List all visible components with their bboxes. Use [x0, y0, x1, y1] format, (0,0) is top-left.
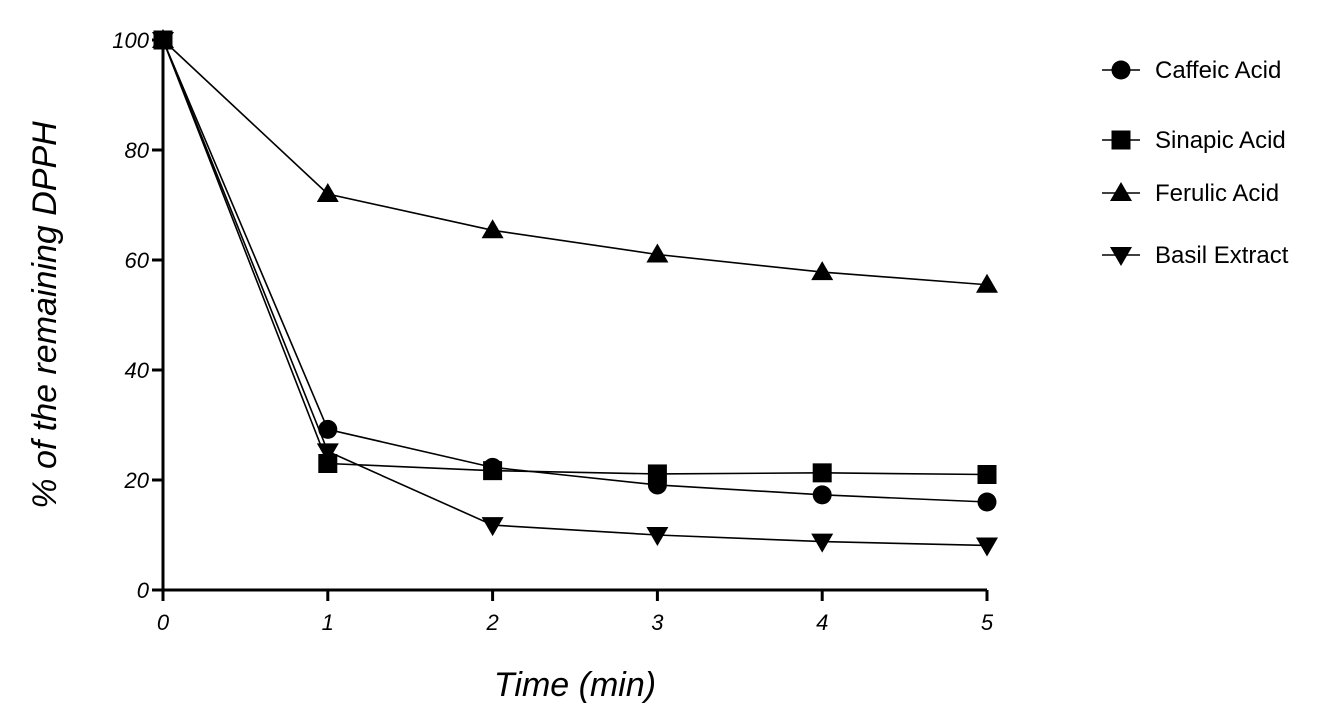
x-tick-label: 4: [816, 610, 828, 635]
legend-item-ferulic-acid: Ferulic Acid: [1102, 180, 1279, 207]
y-axis-label: % of the remaining DPPH: [26, 121, 64, 509]
data-point-ferulic-acid: [811, 261, 834, 281]
y-tick-label: 40: [125, 358, 150, 383]
data-point-basil-extract: [481, 517, 504, 537]
data-point-ferulic-acid: [646, 243, 669, 263]
y-tick-label: 20: [124, 468, 150, 493]
data-point-caffeic-acid: [977, 492, 997, 512]
data-point-ferulic-acid: [976, 273, 998, 293]
legend-item-sinapic-acid: Sinapic Acid: [1102, 127, 1286, 154]
legend-label: Basil Extract: [1155, 242, 1289, 269]
axes: [161, 40, 987, 592]
series-line-ferulic-acid: [162, 39, 988, 286]
series-line-caffeic-acid: [162, 39, 988, 503]
data-point-basil-extract: [152, 32, 174, 51]
y-tick-label: 60: [125, 248, 150, 273]
x-tick-label: 2: [485, 610, 498, 635]
data-point-basil-extract: [316, 443, 339, 463]
data-point-ferulic-acid: [481, 219, 504, 239]
data-point-sinapic-acid: [318, 454, 338, 473]
data-point-sinapic-acid: [977, 465, 997, 484]
x-tick-label: 3: [651, 610, 664, 635]
legend-item-caffeic-acid: Caffeic Acid: [1102, 57, 1281, 84]
legend-marker-basil-extract: [1110, 247, 1132, 266]
data-point-basil-extract: [811, 533, 834, 553]
legend-marker-caffeic-acid: [1111, 60, 1131, 80]
x-tick-label: 1: [322, 610, 334, 635]
legend-marker-ferulic-acid: [1110, 182, 1132, 201]
legend-label: Caffeic Acid: [1155, 57, 1281, 84]
series-markers: [152, 29, 998, 557]
series-line-basil-extract: [162, 39, 988, 547]
y-tick-label: 80: [125, 138, 150, 163]
y-tick-label: 100: [112, 28, 149, 53]
x-tick-label: 5: [981, 610, 994, 635]
series-line-sinapic-acid: [162, 39, 988, 476]
data-point-basil-extract: [976, 537, 998, 557]
data-point-sinapic-acid: [647, 464, 667, 484]
data-point-caffeic-acid: [812, 485, 832, 505]
x-tick-label: 0: [157, 610, 170, 635]
x-axis-label: Time (min): [494, 666, 656, 704]
legend: Caffeic Acid Sinapic Acid Ferulic Acid Basi…: [1102, 57, 1289, 269]
data-point-sinapic-acid: [483, 461, 503, 481]
legend-marker-sinapic-acid: [1111, 130, 1131, 150]
legend-label: Ferulic Acid: [1155, 180, 1279, 207]
data-point-sinapic-acid: [812, 463, 832, 483]
legend-item-basil-extract: Basil Extract: [1102, 242, 1289, 269]
legend-label: Sinapic Acid: [1155, 127, 1286, 154]
data-point-ferulic-acid: [316, 183, 339, 202]
ticks: 0 20 40 60 80 100 0 1 2 3 4 5: [112, 28, 994, 635]
data-point-basil-extract: [646, 527, 669, 546]
y-tick-label: 0: [137, 578, 150, 603]
data-point-caffeic-acid: [318, 419, 338, 439]
series-lines: [162, 39, 988, 547]
